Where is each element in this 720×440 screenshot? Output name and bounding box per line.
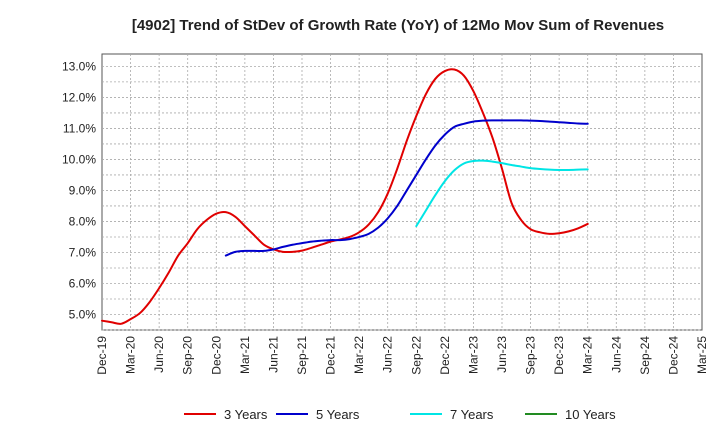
x-tick-label: Mar-21 (238, 336, 252, 374)
series-line-5-years (224, 119, 589, 257)
series-line-3-years (101, 68, 589, 325)
x-tick-label: Dec-24 (666, 336, 680, 375)
y-tick-label: 9.0% (69, 183, 97, 197)
x-tick-label: Sep-20 (181, 336, 195, 375)
y-tick-label: 8.0% (69, 214, 97, 228)
x-tick-label: Sep-21 (295, 336, 309, 375)
grid-layer (101, 53, 703, 331)
y-tick-label: 7.0% (69, 245, 97, 259)
y-tick-label: 12.0% (62, 90, 96, 104)
x-tick-label: Dec-23 (552, 336, 566, 375)
legend-label: 10 Years (565, 407, 616, 422)
series-line-7-years (415, 159, 589, 228)
x-tick-label: Jun-23 (495, 336, 509, 373)
y-tick-label: 5.0% (69, 307, 97, 321)
x-tick-label: Sep-22 (409, 336, 423, 375)
legend-label: 5 Years (316, 407, 360, 422)
x-tick-label: Mar-23 (466, 336, 480, 374)
x-tick-label: Mar-25 (695, 336, 709, 374)
y-tick-label: 6.0% (69, 276, 97, 290)
axis-layer: 5.0% 6.0% 7.0% 8.0% 9.0% 10.0% 11.0% 12.0% 13.0%… (62, 59, 709, 374)
chart-title: [4902] Trend of StDev of Growth Rate (Yo… (132, 17, 664, 34)
x-tick-label: Jun-20 (152, 336, 166, 373)
x-tick-label: Sep-23 (524, 336, 538, 375)
x-tick-label: Dec-19 (95, 336, 109, 375)
x-tick-label: Dec-21 (324, 336, 338, 375)
y-tick-label: 13.0% (62, 59, 96, 73)
legend-label: 7 Years (450, 407, 494, 422)
y-tick-label: 11.0% (63, 121, 96, 135)
x-tick-label: Dec-20 (209, 336, 223, 375)
series-layer (101, 68, 589, 325)
legend-label: 3 Years (224, 407, 268, 422)
y-tick-label: 10.0% (62, 152, 96, 166)
chart-legend: 3 Years 5 Years 7 Years 10 Years (184, 407, 616, 422)
x-tick-label: Sep-24 (638, 336, 652, 375)
x-tick-label: Mar-22 (352, 336, 366, 374)
x-tick-label: Jun-22 (381, 336, 395, 373)
plot-frame (101, 53, 703, 331)
x-tick-label: Jun-21 (266, 336, 280, 373)
x-tick-label: Jun-24 (609, 336, 623, 373)
x-tick-label: Mar-20 (124, 336, 138, 374)
x-tick-label: Mar-24 (581, 336, 595, 374)
x-tick-label: Dec-22 (438, 336, 452, 375)
